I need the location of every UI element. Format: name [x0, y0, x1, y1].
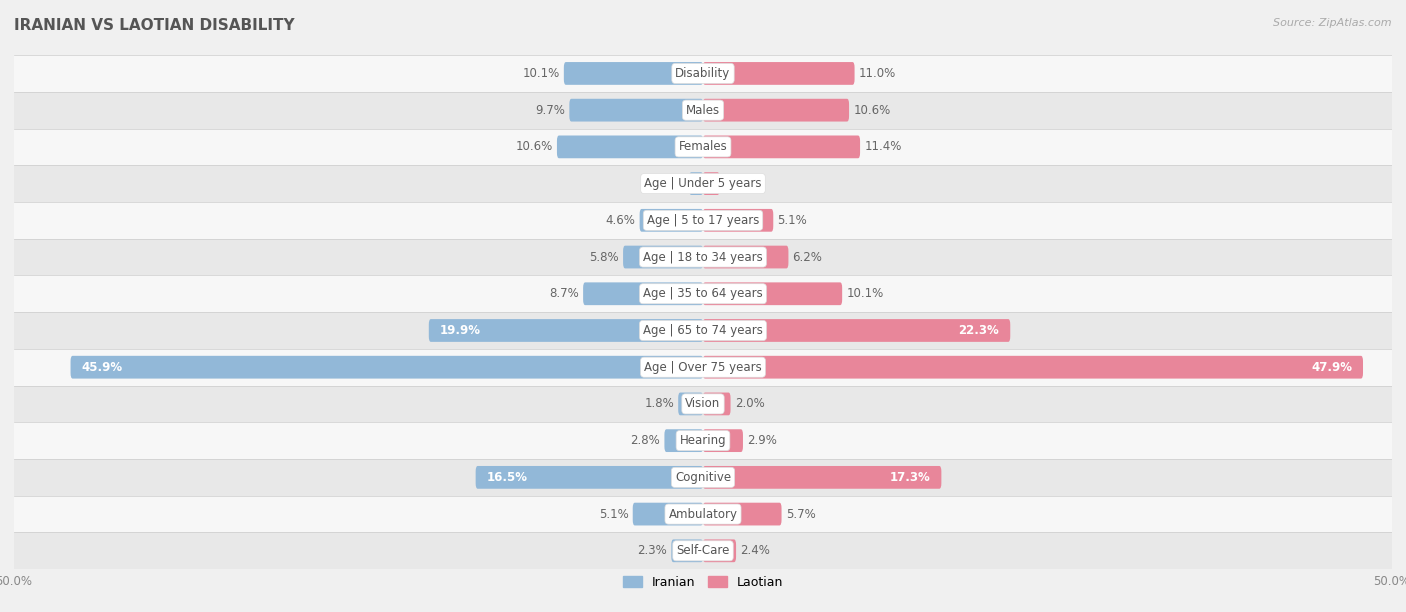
- FancyBboxPatch shape: [640, 209, 703, 232]
- Text: 5.1%: 5.1%: [778, 214, 807, 227]
- Text: 1.0%: 1.0%: [655, 177, 685, 190]
- Legend: Iranian, Laotian: Iranian, Laotian: [619, 571, 787, 594]
- Text: 5.8%: 5.8%: [589, 250, 619, 264]
- Text: 1.8%: 1.8%: [644, 397, 673, 411]
- FancyBboxPatch shape: [703, 319, 1011, 342]
- FancyBboxPatch shape: [689, 172, 703, 195]
- Bar: [14, 55, 1392, 92]
- FancyBboxPatch shape: [475, 466, 703, 489]
- FancyBboxPatch shape: [703, 502, 782, 526]
- Text: 10.1%: 10.1%: [523, 67, 560, 80]
- Text: 2.8%: 2.8%: [630, 434, 661, 447]
- Text: 8.7%: 8.7%: [550, 287, 579, 300]
- FancyBboxPatch shape: [703, 99, 849, 122]
- FancyBboxPatch shape: [671, 539, 703, 562]
- Bar: [14, 349, 1392, 386]
- Text: 45.9%: 45.9%: [82, 360, 122, 374]
- FancyBboxPatch shape: [429, 319, 703, 342]
- Text: 10.1%: 10.1%: [846, 287, 883, 300]
- Text: Age | Under 5 years: Age | Under 5 years: [644, 177, 762, 190]
- FancyBboxPatch shape: [70, 356, 703, 379]
- Bar: [14, 312, 1392, 349]
- Text: Age | Over 75 years: Age | Over 75 years: [644, 360, 762, 374]
- Text: 10.6%: 10.6%: [853, 103, 890, 117]
- FancyBboxPatch shape: [703, 356, 1362, 379]
- Text: Disability: Disability: [675, 67, 731, 80]
- FancyBboxPatch shape: [569, 99, 703, 122]
- Bar: [14, 422, 1392, 459]
- FancyBboxPatch shape: [633, 502, 703, 526]
- Text: 47.9%: 47.9%: [1310, 360, 1353, 374]
- Text: 11.4%: 11.4%: [865, 140, 901, 154]
- Bar: [14, 386, 1392, 422]
- Text: IRANIAN VS LAOTIAN DISABILITY: IRANIAN VS LAOTIAN DISABILITY: [14, 18, 295, 34]
- FancyBboxPatch shape: [703, 209, 773, 232]
- FancyBboxPatch shape: [703, 62, 855, 85]
- Bar: [14, 165, 1392, 202]
- Text: Age | 5 to 17 years: Age | 5 to 17 years: [647, 214, 759, 227]
- Text: Age | 65 to 74 years: Age | 65 to 74 years: [643, 324, 763, 337]
- Text: 5.1%: 5.1%: [599, 507, 628, 521]
- Text: 16.5%: 16.5%: [486, 471, 527, 484]
- FancyBboxPatch shape: [583, 282, 703, 305]
- Bar: [14, 239, 1392, 275]
- Text: 5.7%: 5.7%: [786, 507, 815, 521]
- Text: 17.3%: 17.3%: [890, 471, 931, 484]
- Text: 2.0%: 2.0%: [735, 397, 765, 411]
- FancyBboxPatch shape: [703, 429, 742, 452]
- FancyBboxPatch shape: [557, 135, 703, 159]
- FancyBboxPatch shape: [703, 466, 942, 489]
- Text: Males: Males: [686, 103, 720, 117]
- FancyBboxPatch shape: [703, 539, 737, 562]
- Text: Age | 35 to 64 years: Age | 35 to 64 years: [643, 287, 763, 300]
- Text: 2.4%: 2.4%: [740, 544, 770, 558]
- FancyBboxPatch shape: [564, 62, 703, 85]
- FancyBboxPatch shape: [703, 135, 860, 159]
- FancyBboxPatch shape: [703, 245, 789, 269]
- Text: Hearing: Hearing: [679, 434, 727, 447]
- Bar: [14, 275, 1392, 312]
- Text: Vision: Vision: [685, 397, 721, 411]
- Text: Cognitive: Cognitive: [675, 471, 731, 484]
- Text: Source: ZipAtlas.com: Source: ZipAtlas.com: [1274, 18, 1392, 28]
- FancyBboxPatch shape: [665, 429, 703, 452]
- FancyBboxPatch shape: [703, 282, 842, 305]
- Text: Ambulatory: Ambulatory: [668, 507, 738, 521]
- Bar: [14, 496, 1392, 532]
- Bar: [14, 202, 1392, 239]
- Text: Self-Care: Self-Care: [676, 544, 730, 558]
- Text: 1.2%: 1.2%: [724, 177, 754, 190]
- Bar: [14, 92, 1392, 129]
- Text: Age | 18 to 34 years: Age | 18 to 34 years: [643, 250, 763, 264]
- Text: 9.7%: 9.7%: [536, 103, 565, 117]
- Text: 19.9%: 19.9%: [440, 324, 481, 337]
- FancyBboxPatch shape: [703, 172, 720, 195]
- Text: 4.6%: 4.6%: [606, 214, 636, 227]
- Text: 2.9%: 2.9%: [747, 434, 778, 447]
- Text: 2.3%: 2.3%: [637, 544, 668, 558]
- Text: 11.0%: 11.0%: [859, 67, 896, 80]
- Bar: [14, 532, 1392, 569]
- FancyBboxPatch shape: [623, 245, 703, 269]
- Bar: [14, 129, 1392, 165]
- Text: 6.2%: 6.2%: [793, 250, 823, 264]
- FancyBboxPatch shape: [703, 392, 731, 416]
- Text: 10.6%: 10.6%: [516, 140, 553, 154]
- Bar: [14, 459, 1392, 496]
- Text: 22.3%: 22.3%: [959, 324, 1000, 337]
- FancyBboxPatch shape: [678, 392, 703, 416]
- Text: Females: Females: [679, 140, 727, 154]
